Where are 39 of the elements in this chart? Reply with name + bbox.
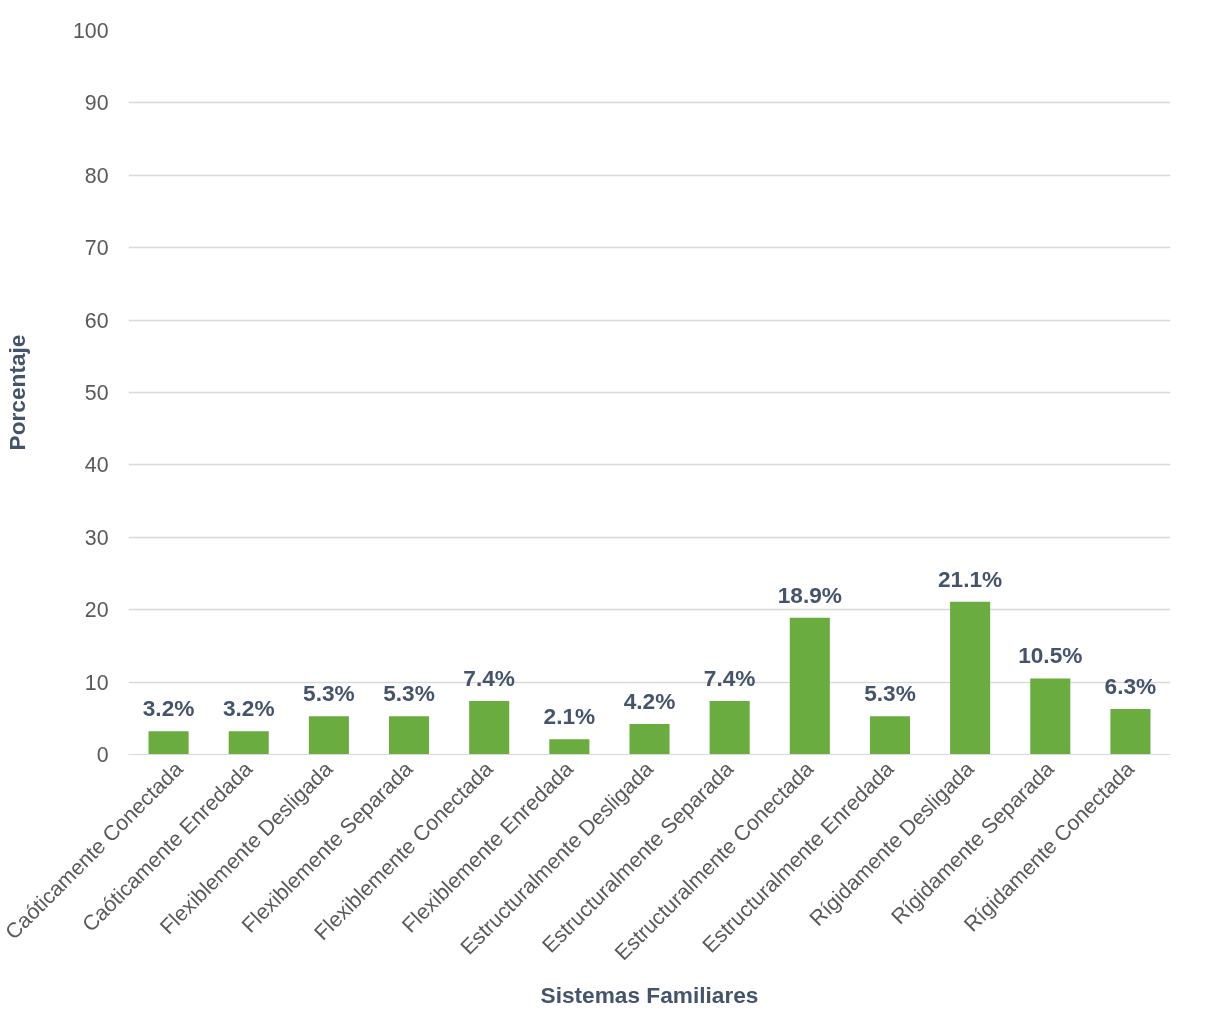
bar [1110,708,1151,755]
y-tick-label: 60 [84,308,109,333]
bar [389,716,430,755]
data-label: 7.4% [703,664,756,691]
y-tick-label: 90 [84,91,109,116]
data-label: 2.1% [543,703,596,730]
bar [1030,678,1071,755]
bar [308,716,349,755]
y-tick-label: 0 [96,743,109,767]
bar [869,716,910,755]
y-tick-label: 80 [84,163,109,188]
data-label: 3.2% [222,695,275,722]
y-tick-label: 20 [84,598,109,623]
bar [629,724,670,755]
data-label: 7.4% [463,664,516,691]
y-tick-label: 10 [84,670,109,695]
bar [469,700,510,755]
bar [228,731,269,755]
data-label: 6.3% [1104,672,1157,699]
bar [148,731,189,755]
bar [950,601,991,755]
data-label: 10.5% [1018,642,1083,669]
bar [789,617,830,755]
y-tick-label: 30 [84,525,109,550]
data-label: 5.3% [864,680,916,707]
data-label: 5.3% [383,680,435,707]
y-axis-title: Porcentaje [3,334,30,451]
x-axis-title: Sistemas Familiares [540,981,759,1008]
data-label: 18.9% [777,581,842,608]
data-label: 3.2% [142,695,195,722]
y-tick-label: 40 [84,453,109,478]
data-label: 5.3% [303,680,355,707]
data-label: 21.1% [938,565,1003,592]
y-tick-label: 50 [84,381,109,405]
bar [709,700,750,755]
data-label: 4.2% [623,688,676,715]
y-tick-label: 100 [72,19,109,43]
y-tick-label: 70 [84,236,109,261]
bar [549,739,590,755]
